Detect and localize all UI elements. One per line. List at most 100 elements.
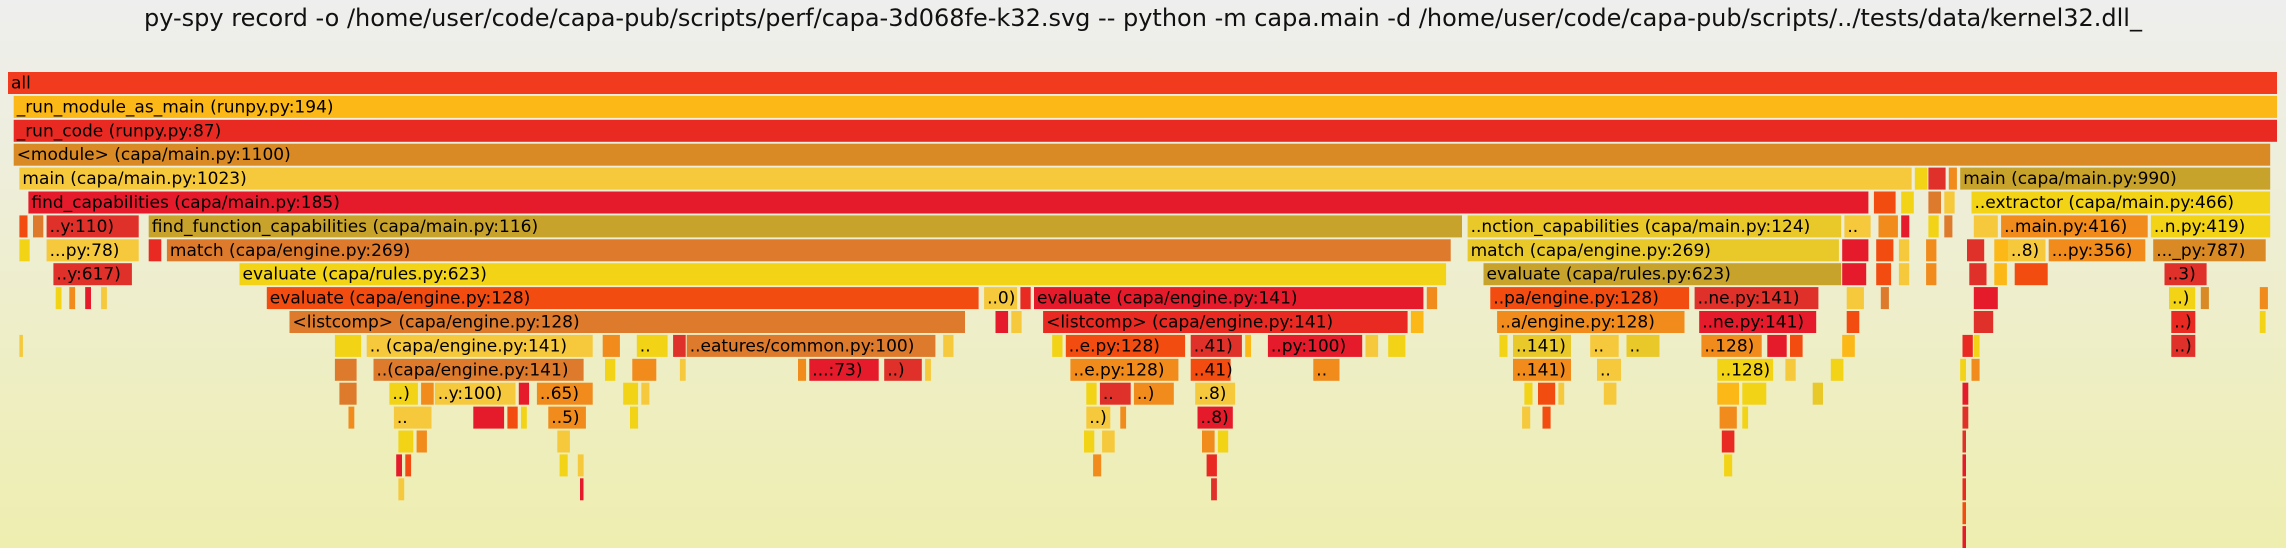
flame-frame[interactable]	[416, 430, 427, 453]
flame-frame[interactable]	[1052, 334, 1063, 357]
flame-frame-bar[interactable]	[1928, 167, 1946, 190]
flame-frame-bar[interactable]	[396, 454, 402, 477]
flame-frame-bar[interactable]	[1093, 454, 1102, 477]
flame-frame[interactable]: evaluate (capa/rules.py:623)	[1483, 263, 1842, 286]
flame-frame-bar[interactable]	[673, 334, 686, 357]
flame-frame-bar[interactable]	[28, 191, 1869, 214]
flame-frame[interactable]	[1742, 406, 1749, 429]
flame-frame-bar[interactable]	[1538, 382, 1556, 405]
flame-frame-bar[interactable]	[1846, 287, 1864, 310]
flame-frame[interactable]: ..ne.py:141)	[1694, 287, 1819, 310]
flame-frame[interactable]: ..141)	[1513, 334, 1571, 357]
flame-frame[interactable]	[1873, 191, 1896, 214]
flame-frame[interactable]: ..)	[2171, 334, 2196, 357]
flame-frame-bar[interactable]	[19, 167, 1912, 190]
flame-frame[interactable]	[1603, 382, 1617, 405]
flame-frame-bar[interactable]	[1878, 215, 1898, 238]
flame-frame-bar[interactable]	[686, 334, 936, 357]
flame-frame[interactable]	[1928, 167, 1946, 190]
flame-frame[interactable]	[1011, 311, 1022, 333]
flame-frame[interactable]: ..	[1313, 358, 1340, 381]
flame-frame[interactable]	[1842, 263, 1867, 286]
flame-frame[interactable]: ..8)	[2007, 239, 2046, 262]
flame-frame-bar[interactable]	[1928, 215, 1939, 238]
flame-frame[interactable]	[995, 311, 1009, 333]
flame-frame[interactable]: find_capabilities (capa/main.py:185)	[28, 191, 1869, 214]
flame-frame[interactable]	[1973, 311, 1994, 333]
flame-frame-bar[interactable]	[266, 287, 979, 310]
flame-frame-bar[interactable]	[1973, 311, 1994, 333]
flame-frame-bar[interactable]	[580, 478, 584, 501]
flame-frame[interactable]	[1093, 454, 1102, 477]
flame-frame-bar[interactable]	[393, 406, 432, 429]
flame-frame-bar[interactable]	[1626, 334, 1660, 357]
flame-frame[interactable]	[1973, 215, 1998, 238]
flame-frame[interactable]: ..main.py:416)	[2001, 215, 2148, 238]
flame-frame-bar[interactable]	[2171, 334, 2196, 357]
flame-frame[interactable]	[1967, 239, 1985, 262]
flame-frame[interactable]: ..)	[884, 358, 922, 381]
flame-frame-bar[interactable]	[1086, 406, 1111, 429]
flame-frame-bar[interactable]	[1513, 358, 1571, 381]
flame-frame-bar[interactable]	[1197, 406, 1233, 429]
flame-frame[interactable]	[398, 478, 405, 501]
flame-frame[interactable]: ..py:100)	[1267, 334, 1363, 357]
flame-frame[interactable]: ..	[1844, 215, 1871, 238]
flame-frame-bar[interactable]	[1499, 334, 1508, 357]
flame-frame[interactable]: .. (capa/engine.py:141)	[366, 334, 593, 357]
flame-frame[interactable]: ..	[1099, 382, 1131, 405]
flame-frame-bar[interactable]	[434, 382, 516, 405]
flame-frame-bar[interactable]	[1388, 334, 1406, 357]
flame-frame[interactable]	[507, 406, 518, 429]
flame-frame-bar[interactable]	[1960, 167, 2271, 190]
flame-frame[interactable]	[1721, 430, 1735, 453]
flame-frame-bar[interactable]	[623, 382, 639, 405]
flame-frame-bar[interactable]	[398, 430, 414, 453]
flame-frame[interactable]	[1830, 358, 1844, 381]
flame-frame[interactable]: ..)	[389, 382, 418, 405]
flame-frame[interactable]	[632, 358, 657, 381]
flame-frame[interactable]: ..(capa/engine.py:141)	[373, 358, 584, 381]
flame-frame[interactable]: ..e.py:128)	[1065, 334, 1186, 357]
flame-frame-bar[interactable]	[19, 215, 28, 238]
flame-frame[interactable]	[1724, 454, 1733, 477]
flame-frame-bar[interactable]	[2259, 287, 2268, 310]
flame-frame-bar[interactable]	[13, 143, 2271, 166]
flame-frame[interactable]	[396, 454, 402, 477]
flame-frame-bar[interactable]	[1742, 382, 1767, 405]
flame-frame-bar[interactable]	[1426, 287, 1438, 310]
flame-frame-bar[interactable]	[1313, 358, 1340, 381]
flame-frame-bar[interactable]	[2171, 311, 2196, 333]
flame-frame[interactable]: _run_module_as_main (runpy.py:194)	[13, 95, 2278, 118]
flame-frame[interactable]	[2200, 287, 2209, 310]
flame-frame[interactable]	[1898, 239, 1910, 262]
flame-frame-bar[interactable]	[521, 406, 527, 429]
flame-frame[interactable]	[1994, 239, 2010, 262]
flame-frame[interactable]: ..e.py:128)	[1070, 358, 1179, 381]
flame-frame[interactable]	[1086, 382, 1097, 405]
flame-frame[interactable]	[334, 334, 362, 357]
flame-frame[interactable]: ..extractor (capa/main.py:466)	[1971, 191, 2271, 214]
flame-frame[interactable]	[1944, 191, 1955, 214]
flame-frame[interactable]	[1960, 358, 1966, 381]
flame-frame-bar[interactable]	[1211, 478, 1217, 501]
flame-frame-bar[interactable]	[2001, 215, 2148, 238]
flame-frame-bar[interactable]	[1873, 191, 1896, 214]
flame-frame-bar[interactable]	[1767, 334, 1787, 357]
flame-frame-bar[interactable]	[239, 263, 1447, 286]
flame-frame-bar[interactable]	[577, 454, 584, 477]
flame-frame-bar[interactable]	[1020, 287, 1031, 310]
flame-frame[interactable]	[69, 287, 76, 310]
flame-frame[interactable]: ..	[393, 406, 432, 429]
flame-frame[interactable]	[1962, 382, 1969, 405]
flame-frame[interactable]: ..	[1590, 334, 1619, 357]
flame-frame-bar[interactable]	[2007, 239, 2046, 262]
flame-frame[interactable]: ...:73)	[809, 358, 879, 381]
flame-frame[interactable]	[1767, 334, 1787, 357]
flame-frame[interactable]	[348, 406, 355, 429]
flame-frame[interactable]: ..	[1597, 358, 1621, 381]
flame-frame[interactable]	[1388, 334, 1406, 357]
flame-frame[interactable]	[1842, 239, 1869, 262]
flame-frame[interactable]: ..eatures/common.py:100)	[686, 334, 936, 357]
flame-frame[interactable]	[1717, 382, 1739, 405]
